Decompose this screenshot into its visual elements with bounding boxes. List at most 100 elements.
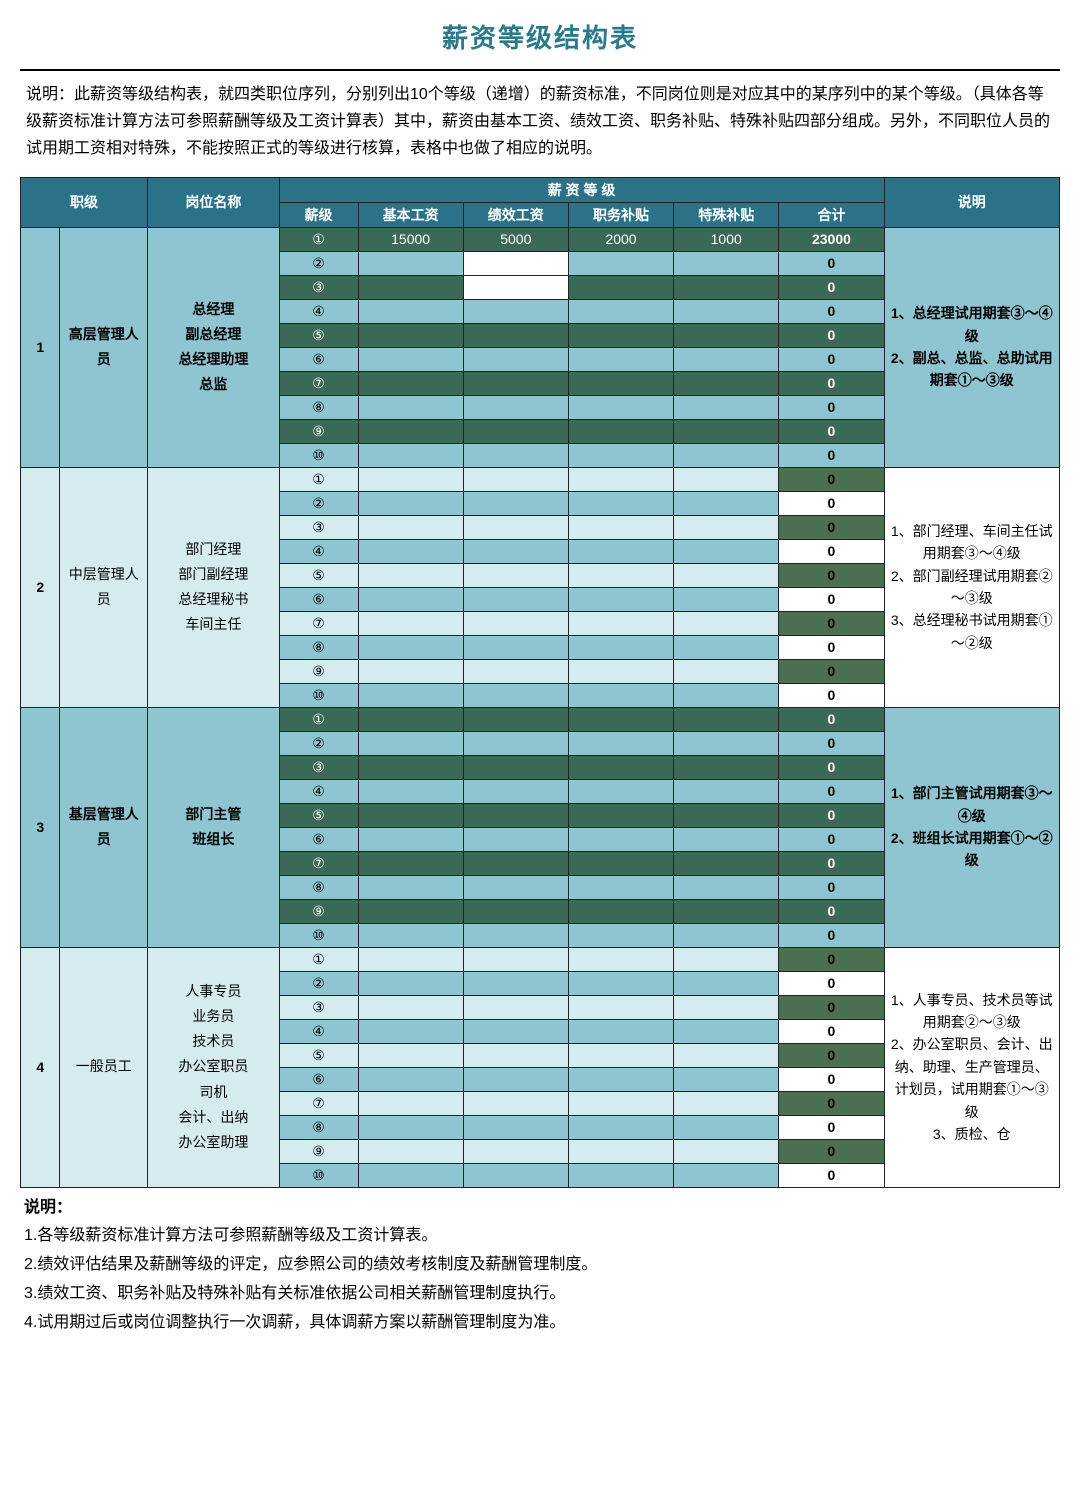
value-cell [463, 971, 568, 995]
value-cell [463, 275, 568, 299]
table-row: 3基层管理人员部门主管班组长①01、部门主管试用期套③～④级2、班组长试用期套①… [21, 707, 1060, 731]
value-cell [674, 1019, 779, 1043]
total-cell: 0 [779, 1043, 884, 1067]
total-cell: 0 [779, 995, 884, 1019]
value-cell [568, 755, 673, 779]
value-cell [358, 299, 463, 323]
value-cell [463, 755, 568, 779]
value-cell [674, 755, 779, 779]
level-cell: ⑩ [279, 923, 358, 947]
value-cell [674, 563, 779, 587]
value-cell [568, 419, 673, 443]
header-total: 合计 [779, 202, 884, 227]
value-cell [358, 251, 463, 275]
value-cell [358, 515, 463, 539]
value-cell [358, 659, 463, 683]
total-cell: 0 [779, 587, 884, 611]
rank-name: 高层管理人员 [60, 227, 148, 467]
value-cell [463, 635, 568, 659]
value-cell [358, 851, 463, 875]
value-cell [674, 947, 779, 971]
value-cell [358, 731, 463, 755]
value-cell [568, 611, 673, 635]
value-cell [568, 467, 673, 491]
total-cell: 0 [779, 563, 884, 587]
value-cell [463, 923, 568, 947]
value-cell [568, 1163, 673, 1187]
level-cell: ⑨ [279, 419, 358, 443]
value-cell [568, 923, 673, 947]
value-cell [463, 1019, 568, 1043]
total-cell: 0 [779, 1019, 884, 1043]
value-cell [358, 1043, 463, 1067]
value-cell [358, 1163, 463, 1187]
value-cell [674, 467, 779, 491]
total-cell: 0 [779, 1115, 884, 1139]
total-cell: 0 [779, 755, 884, 779]
table-body: 1高层管理人员总经理副总经理总经理助理总监①150005000200010002… [21, 227, 1060, 1187]
level-cell: ④ [279, 299, 358, 323]
total-cell: 0 [779, 827, 884, 851]
value-cell [674, 419, 779, 443]
footer-notes: 说明： 1.各等级薪资标准计算方法可参照薪酬等级及工资计算表。2.绩效评估结果及… [20, 1188, 1060, 1344]
position-names: 部门经理部门副经理总经理秘书车间主任 [148, 467, 280, 707]
value-cell [463, 563, 568, 587]
value-cell [358, 899, 463, 923]
level-cell: ⑥ [279, 827, 358, 851]
header-base: 基本工资 [358, 202, 463, 227]
total-cell: 0 [779, 611, 884, 635]
value-cell [568, 491, 673, 515]
value-cell [568, 347, 673, 371]
header-perf: 绩效工资 [463, 202, 568, 227]
value-cell [358, 947, 463, 971]
value-cell [568, 731, 673, 755]
value-cell [358, 971, 463, 995]
value-cell [463, 827, 568, 851]
level-cell: ⑧ [279, 875, 358, 899]
rank-number: 2 [21, 467, 60, 707]
value-cell [674, 851, 779, 875]
level-cell: ② [279, 251, 358, 275]
value-cell [463, 395, 568, 419]
value-cell [568, 1067, 673, 1091]
total-cell: 0 [779, 467, 884, 491]
total-cell: 0 [779, 971, 884, 995]
value-cell [358, 395, 463, 419]
total-cell: 0 [779, 707, 884, 731]
total-cell: 0 [779, 803, 884, 827]
level-cell: ④ [279, 779, 358, 803]
value-cell [463, 707, 568, 731]
level-cell: ⑧ [279, 395, 358, 419]
desc-cell: 1、部门经理、车间主任试用期套③～④级2、部门副经理试用期套②～③级3、总经理秘… [884, 467, 1059, 707]
level-cell: ⑩ [279, 443, 358, 467]
value-cell [674, 731, 779, 755]
total-cell: 0 [779, 299, 884, 323]
level-cell: ⑥ [279, 347, 358, 371]
level-cell: ⑧ [279, 635, 358, 659]
total-cell: 0 [779, 1163, 884, 1187]
level-cell: ⑨ [279, 899, 358, 923]
value-cell [463, 443, 568, 467]
total-cell: 0 [779, 851, 884, 875]
value-cell [568, 443, 673, 467]
value-cell: 15000 [358, 227, 463, 251]
value-cell [358, 755, 463, 779]
total-cell: 0 [779, 947, 884, 971]
value-cell [674, 515, 779, 539]
rank-name: 基层管理人员 [60, 707, 148, 947]
value-cell [674, 803, 779, 827]
level-cell: ② [279, 491, 358, 515]
header-duty: 职务补贴 [568, 202, 673, 227]
level-cell: ⑦ [279, 611, 358, 635]
value-cell [463, 779, 568, 803]
value-cell [674, 659, 779, 683]
level-cell: ③ [279, 995, 358, 1019]
total-cell: 23000 [779, 227, 884, 251]
total-cell: 0 [779, 395, 884, 419]
value-cell [358, 347, 463, 371]
value-cell [358, 371, 463, 395]
value-cell [568, 395, 673, 419]
footer-line: 2.绩效评估结果及薪酬等级的评定，应参照公司的绩效考核制度及薪酬管理制度。 [24, 1251, 1056, 1280]
total-cell: 0 [779, 347, 884, 371]
value-cell [358, 323, 463, 347]
